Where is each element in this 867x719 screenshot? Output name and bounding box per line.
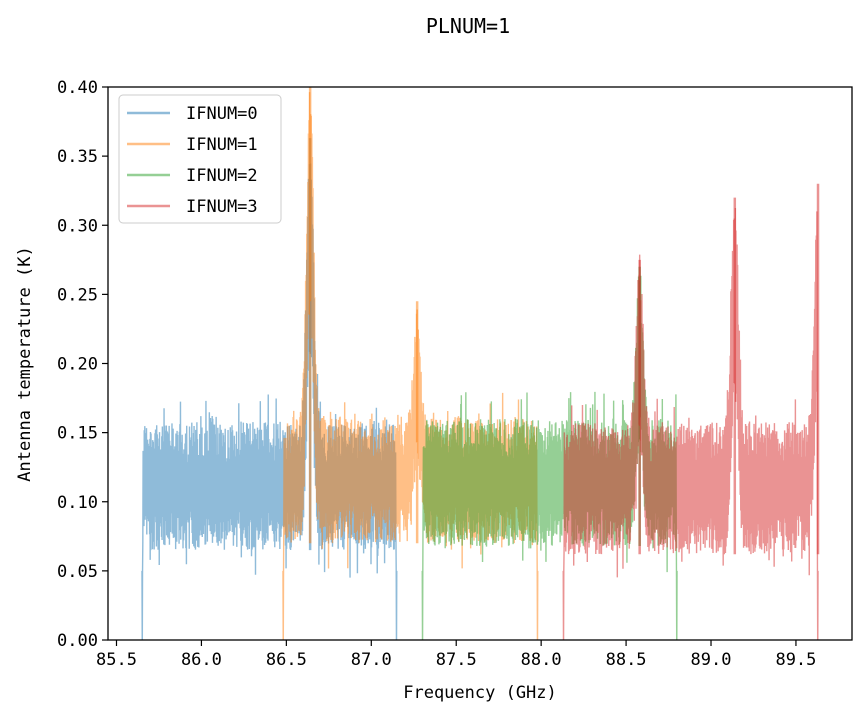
series-lines: [141, 87, 820, 640]
x-tick-label-5: 88.0: [521, 650, 562, 670]
x-tick-label-8: 89.5: [775, 650, 816, 670]
legend: IFNUM=0 IFNUM=1 IFNUM=2 IFNUM=3: [118, 94, 282, 224]
y-tick-label-7: 0.35: [57, 147, 98, 167]
legend-label-3: IFNUM=3: [186, 197, 258, 217]
x-tick-label-7: 89.0: [691, 650, 732, 670]
chart-title: PLNUM=1: [426, 14, 510, 38]
y-tick-label-5: 0.25: [57, 285, 98, 305]
x-axis: 85.5 86.0 86.5 87.0 87.5 88.0 88.5 89.0 89.5: [96, 640, 816, 670]
x-tick-label-1: 86.0: [181, 650, 222, 670]
y-tick-label-0: 0.00: [57, 631, 98, 651]
legend-box: [118, 94, 282, 224]
y-tick-label-1: 0.05: [57, 562, 98, 582]
x-tick-label-2: 86.5: [266, 650, 307, 670]
x-tick-label-4: 87.5: [436, 650, 477, 670]
y-tick-label-3: 0.15: [57, 424, 98, 444]
x-tick-label-0: 85.5: [96, 650, 137, 670]
series-line-1: [282, 92, 539, 640]
x-tick-label-3: 87.0: [351, 650, 392, 670]
y-tick-label-6: 0.30: [57, 216, 98, 236]
legend-label-0: IFNUM=0: [186, 104, 258, 124]
x-tick-label-6: 88.5: [606, 650, 647, 670]
y-tick-label-8: 0.40: [57, 78, 98, 98]
y-tick-label-4: 0.20: [57, 355, 98, 375]
y-axis-label: Antenna temperature (K): [15, 246, 35, 481]
x-axis-label: Frequency (GHz): [403, 683, 557, 703]
series-line-3: [562, 207, 819, 640]
legend-label-1: IFNUM=1: [186, 135, 258, 155]
legend-label-2: IFNUM=2: [186, 166, 258, 186]
y-tick-label-2: 0.10: [57, 493, 98, 513]
series-line-0: [141, 163, 398, 640]
y-axis: 0.00 0.05 0.10 0.15 0.20 0.25 0.30 0.35 0.40: [57, 78, 108, 651]
